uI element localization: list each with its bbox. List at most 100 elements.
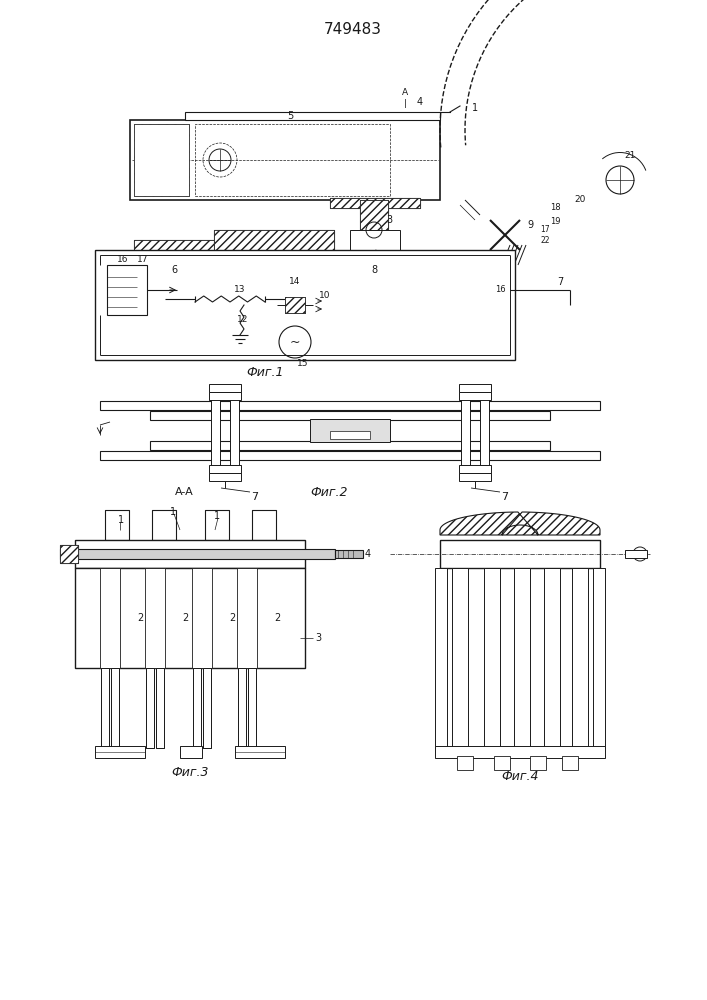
Bar [530,756,546,770]
Text: 18: 18 [549,204,561,213]
Bar [285,297,305,313]
Text: 17: 17 [137,255,148,264]
Bar [60,545,78,563]
Bar [214,230,334,250]
Bar [75,568,305,668]
Bar [285,297,305,313]
Text: 15: 15 [297,360,309,368]
Bar [459,465,491,473]
Bar [209,473,241,481]
Bar [130,120,440,200]
Text: 6: 6 [171,265,177,275]
Bar [335,550,363,558]
Bar [152,510,176,540]
Text: 2: 2 [229,613,235,623]
Bar [75,540,305,568]
Bar [230,390,239,465]
Bar [75,540,305,568]
Bar [440,540,600,568]
Bar [248,668,256,748]
Text: 7: 7 [252,492,259,502]
Bar [350,230,400,250]
Bar [180,746,202,758]
Bar [105,510,129,540]
Bar [192,568,212,668]
Text: 13: 13 [234,286,246,294]
Bar [107,265,147,315]
Text: 1: 1 [472,103,478,113]
Bar [238,668,246,748]
Bar [101,668,109,748]
Bar [330,431,370,439]
Text: A
|: A | [402,88,408,108]
Bar [60,545,78,563]
Bar [193,668,201,748]
Bar [435,746,605,758]
Bar [459,473,491,481]
Bar [435,568,447,748]
Bar [193,668,201,748]
Bar [100,568,120,668]
Bar [134,240,214,300]
Text: 1: 1 [170,507,176,517]
Bar [134,124,189,196]
Bar [360,200,388,255]
Bar [101,668,109,748]
Bar [235,746,285,758]
Text: 2: 2 [182,613,188,623]
Bar [248,668,256,748]
Bar [146,668,154,748]
Bar [457,756,473,770]
Bar [146,668,154,748]
Bar [211,390,220,465]
Bar [209,465,241,473]
Bar [95,746,145,758]
Bar [330,198,420,208]
Text: ~: ~ [290,336,300,349]
Bar [330,198,420,208]
Bar [134,240,214,300]
Text: Фиг.2: Фиг.2 [310,486,348,498]
Text: Фиг.3: Фиг.3 [171,766,209,780]
Bar [150,411,550,420]
Bar [209,384,241,392]
Bar [360,200,388,255]
Bar [237,568,257,668]
Bar [480,390,489,465]
Text: 8: 8 [371,265,377,275]
Text: 7: 7 [501,492,508,502]
Bar [209,392,241,400]
Text: Фиг.1: Фиг.1 [246,365,284,378]
Bar [156,668,164,748]
Text: 749483: 749483 [324,22,382,37]
Text: 19: 19 [550,218,560,227]
Text: Фиг.4: Фиг.4 [501,770,539,782]
Text: 10: 10 [320,290,331,300]
Text: A-A: A-A [175,487,194,497]
Text: 3: 3 [386,215,392,225]
Bar [95,250,515,360]
Bar [310,419,390,442]
Bar [593,568,605,748]
Bar [459,392,491,400]
Bar [205,510,229,540]
Text: 14: 14 [289,277,300,286]
Bar [214,230,334,250]
Text: 4: 4 [365,549,371,559]
Bar [203,668,211,748]
Bar [105,510,129,540]
Text: 16: 16 [117,255,129,264]
Bar [111,668,119,748]
Text: 7: 7 [557,277,563,287]
Bar [252,510,276,540]
Bar [544,568,560,748]
Bar [562,756,578,770]
Bar [111,668,119,748]
Text: 16: 16 [495,286,506,294]
Text: 20: 20 [574,196,585,205]
Bar [452,568,468,748]
Polygon shape [440,512,600,535]
Bar [145,568,165,668]
Bar [205,510,229,540]
Bar [440,540,600,568]
